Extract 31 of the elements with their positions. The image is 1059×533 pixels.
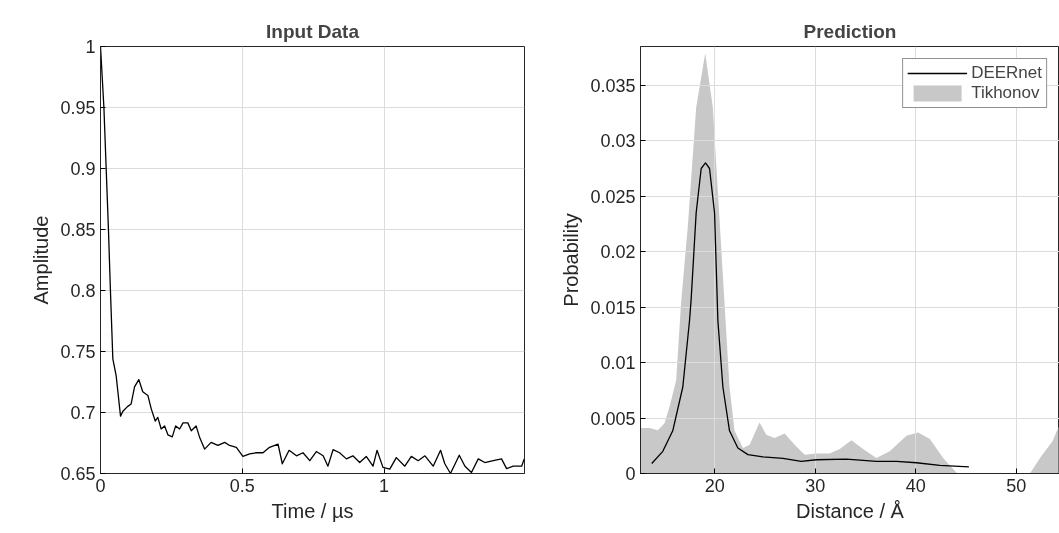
x-axis-title: Distance / Å (796, 499, 905, 522)
legend-label: DEERnet (971, 63, 1042, 83)
y-tick-label: 0.005 (590, 408, 636, 429)
x-tick-label: 50 (1006, 475, 1027, 496)
x-tick-label: 0.5 (229, 475, 255, 496)
x-tick-label: 30 (805, 475, 826, 496)
chart-title: Input Data (266, 20, 360, 42)
y-tick-label: 0.03 (600, 131, 636, 152)
y-tick-label: 0.8 (70, 281, 96, 301)
y-tick-label: 0.025 (590, 186, 636, 207)
y-axis-title: Probability (560, 213, 583, 307)
chart-title: Prediction (803, 20, 897, 42)
y-tick-label: 0.85 (60, 220, 96, 240)
line-series (100, 46, 525, 474)
y-tick-label: 0.9 (70, 159, 96, 179)
legend-label: Tikhonov (971, 83, 1040, 103)
y-tick-label: 0.015 (590, 297, 636, 318)
y-tick-label: 0.01 (600, 353, 636, 374)
x-axis-title: Time / µs (271, 499, 354, 522)
x-tick-label: 40 (905, 475, 926, 496)
x-tick-label: 1 (379, 475, 390, 496)
y-tick-label: 0.65 (60, 464, 96, 484)
y-tick-label: 0.02 (600, 242, 636, 263)
line-series (651, 162, 970, 468)
x-tick-label: 20 (704, 475, 725, 496)
y-tick-label: 0.7 (70, 403, 96, 423)
y-tick-label: 0.95 (60, 98, 96, 118)
y-tick-label: 1 (85, 37, 96, 57)
y-tick-label: 0.75 (60, 342, 96, 362)
y-axis-title: Amplitude (30, 215, 53, 305)
y-tick-label: 0.035 (590, 75, 636, 96)
